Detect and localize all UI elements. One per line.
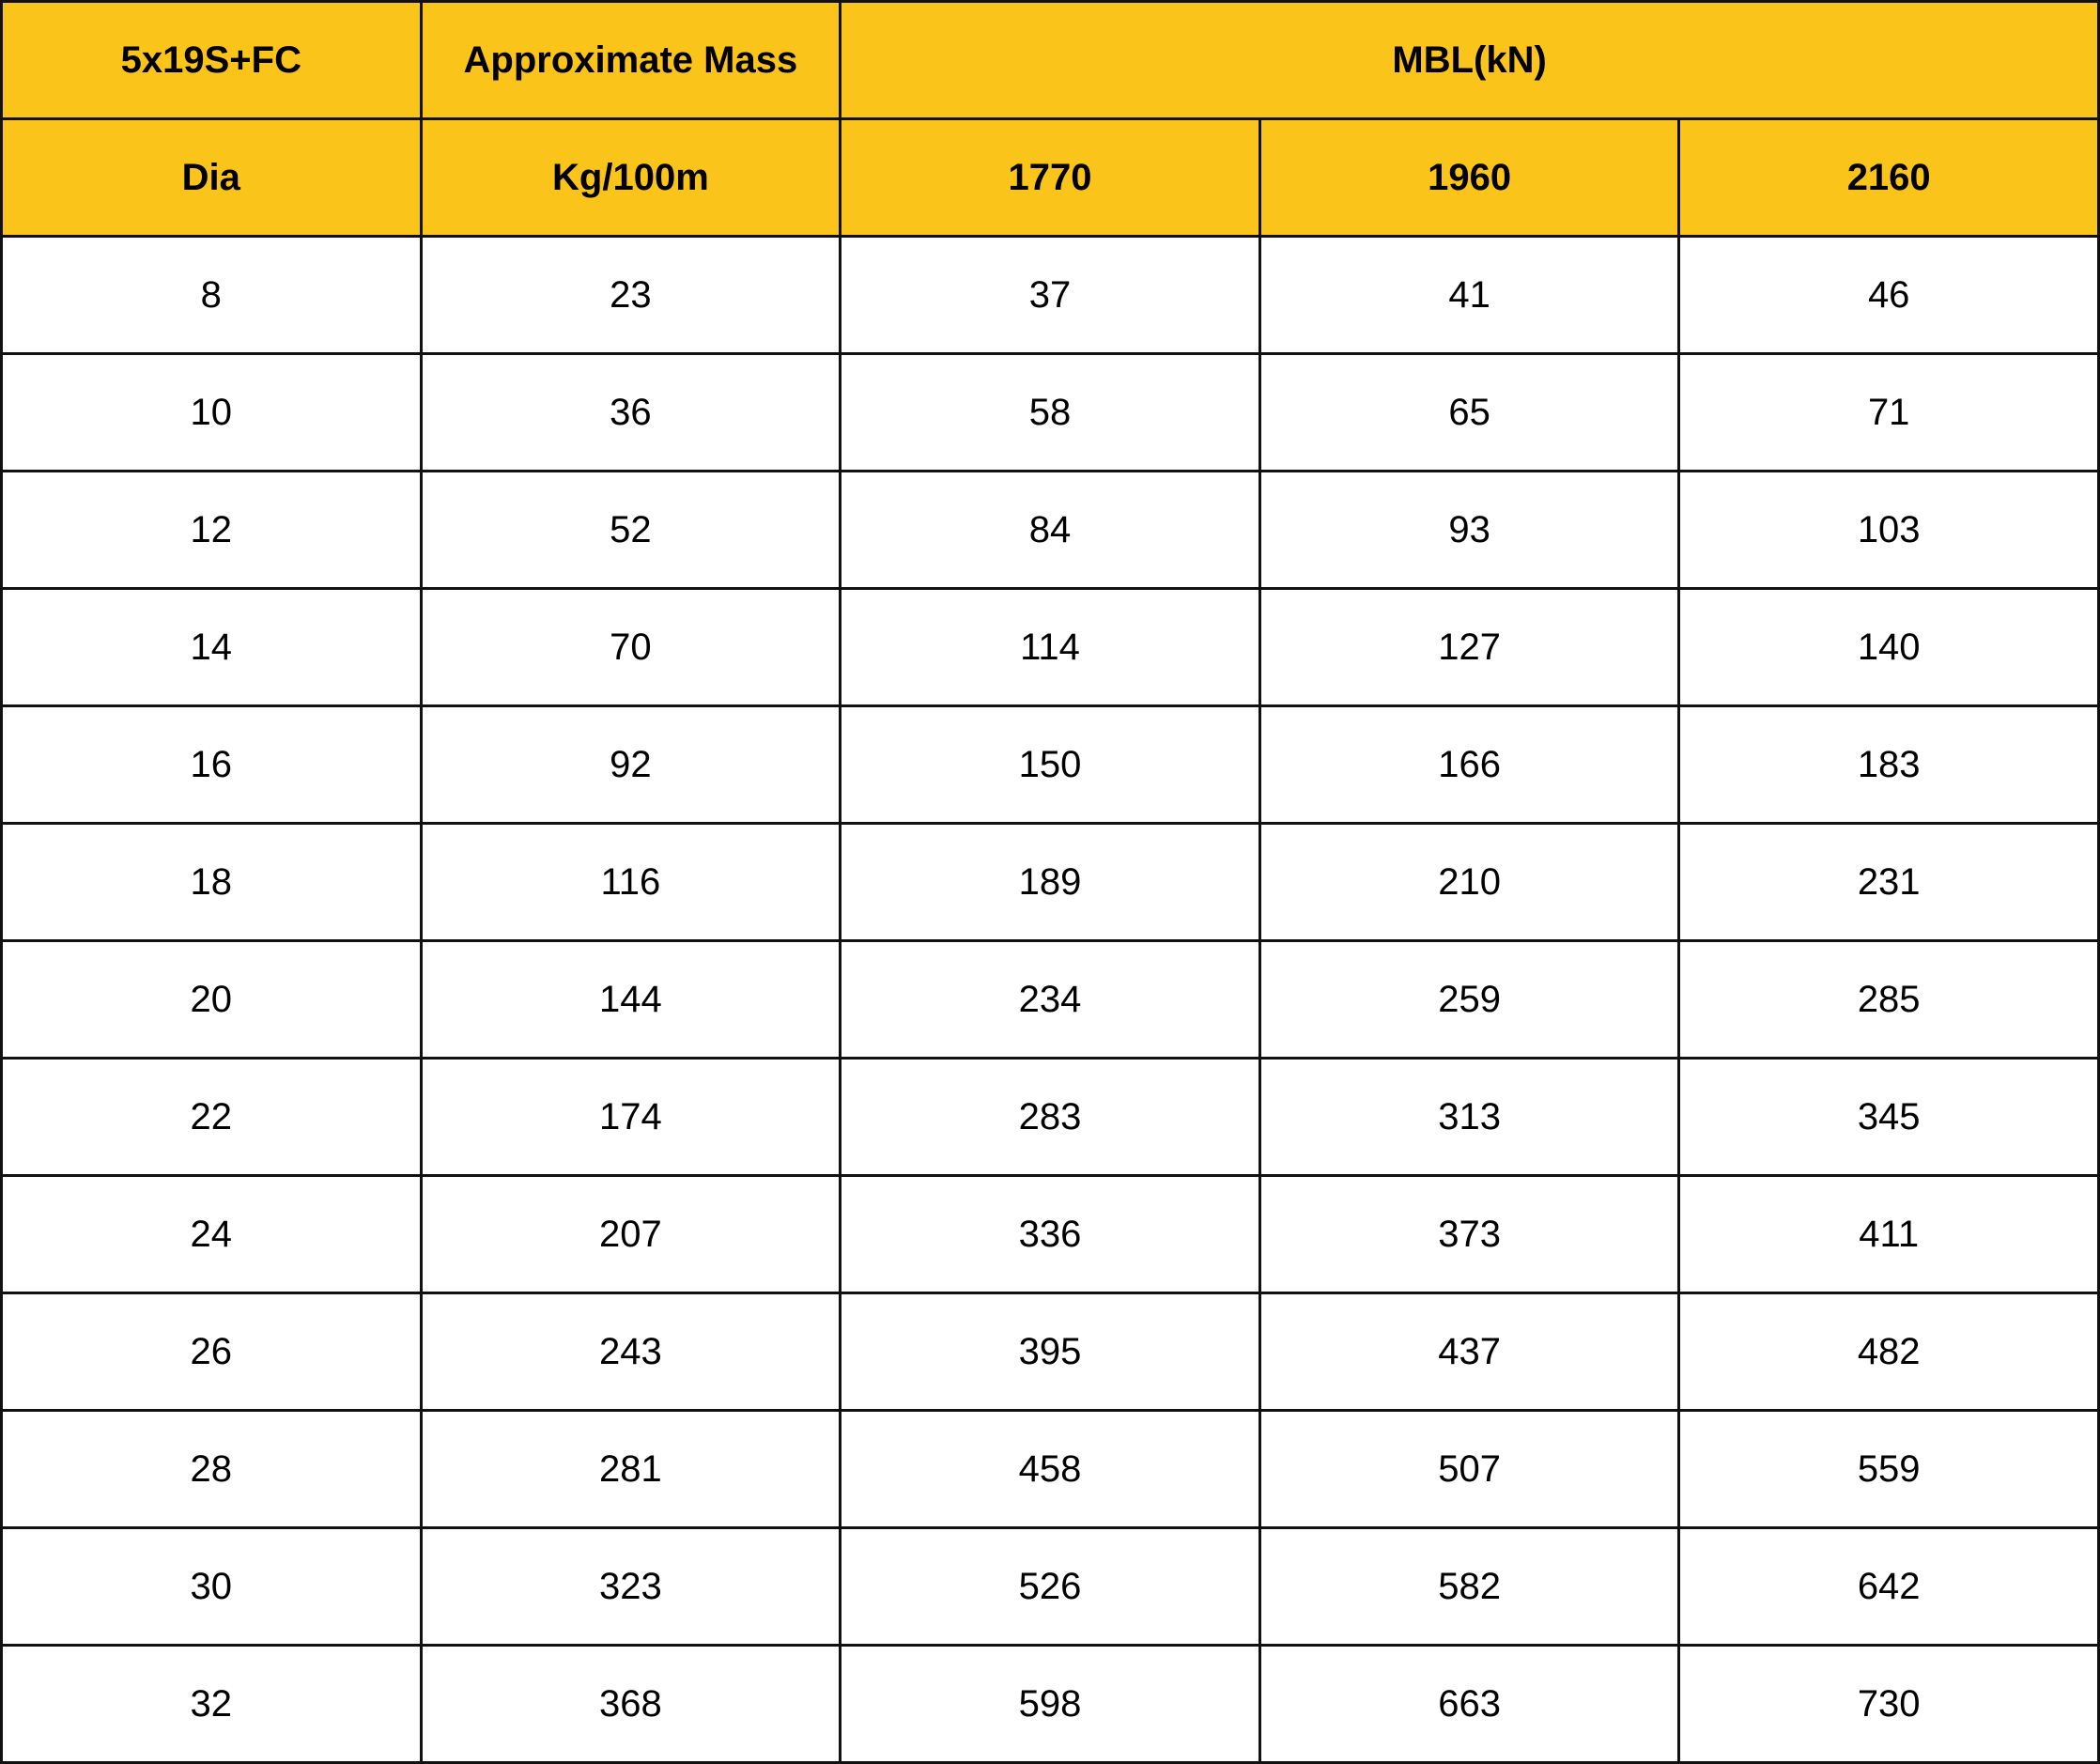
cell-mbl-1770: 37 [839,235,1261,355]
cell-mbl-1960: 166 [1258,704,1681,825]
cell-mbl-1770: 395 [839,1292,1261,1412]
cell-mbl-2160: 231 [1677,822,2100,942]
cell-mbl-1960: 210 [1258,822,1681,942]
cell-mbl-1770: 336 [839,1174,1261,1294]
cell-dia: 30 [0,1526,423,1647]
cell-mbl-1770: 283 [839,1057,1261,1177]
cell-mbl-2160: 730 [1677,1644,2100,1764]
table-row: 18 116 189 210 231 [0,822,2100,942]
cell-mbl-2160: 411 [1677,1174,2100,1294]
cell-mbl-2160: 183 [1677,704,2100,825]
cell-dia: 24 [0,1174,423,1294]
cell-mbl-1960: 507 [1258,1409,1681,1529]
table-row: 32 368 598 663 730 [0,1644,2100,1764]
cell-dia: 32 [0,1644,423,1764]
table-row: 24 207 336 373 411 [0,1174,2100,1294]
cell-mbl-1770: 458 [839,1409,1261,1529]
cell-mass: 70 [419,587,842,707]
cell-dia: 22 [0,1057,423,1177]
table-row: 10 36 58 65 71 [0,352,2100,472]
cell-mbl-2160: 285 [1677,939,2100,1060]
cell-mbl-1960: 41 [1258,235,1681,355]
cell-mbl-1770: 114 [839,587,1261,707]
cell-mbl-2160: 482 [1677,1292,2100,1412]
cell-mass: 281 [419,1409,842,1529]
cell-dia: 26 [0,1292,423,1412]
cell-mass: 144 [419,939,842,1060]
table-body: 8 23 37 41 46 10 36 58 65 71 12 52 84 93 103 14 70 114 127… [0,235,2100,1764]
cell-dia: 16 [0,704,423,825]
cell-mass: 23 [419,235,842,355]
table-row: 30 323 526 582 642 [0,1526,2100,1647]
cell-dia: 10 [0,352,423,472]
cell-mbl-1960: 313 [1258,1057,1681,1177]
header-grade-1960: 1960 [1258,117,1681,238]
cell-mass: 36 [419,352,842,472]
cell-mbl-1770: 150 [839,704,1261,825]
cell-mbl-2160: 140 [1677,587,2100,707]
cell-mbl-1770: 526 [839,1526,1261,1647]
cell-mbl-2160: 345 [1677,1057,2100,1177]
cell-mbl-1960: 65 [1258,352,1681,472]
cell-mass: 116 [419,822,842,942]
cell-dia: 12 [0,470,423,590]
cell-mbl-1960: 373 [1258,1174,1681,1294]
table-row: 22 174 283 313 345 [0,1057,2100,1177]
cell-mbl-1960: 259 [1258,939,1681,1060]
header-approx-mass: Approximate Mass [419,0,842,120]
header-rope-type: 5x19S+FC [0,0,423,120]
cell-mbl-1770: 58 [839,352,1261,472]
cell-mass: 52 [419,470,842,590]
cell-mass: 207 [419,1174,842,1294]
header-grade-1770: 1770 [839,117,1261,238]
table-row: 20 144 234 259 285 [0,939,2100,1060]
header-mbl: MBL(kN) [839,0,2100,120]
cell-mbl-1960: 437 [1258,1292,1681,1412]
table-row: 28 281 458 507 559 [0,1409,2100,1529]
table-row: 8 23 37 41 46 [0,235,2100,355]
cell-mbl-1960: 93 [1258,470,1681,590]
cell-mbl-1770: 84 [839,470,1261,590]
header-grade-2160: 2160 [1677,117,2100,238]
table-row: 16 92 150 166 183 [0,704,2100,825]
cell-mass: 174 [419,1057,842,1177]
header-row-2: Dia Kg/100m 1770 1960 2160 [0,117,2100,238]
cell-mbl-2160: 642 [1677,1526,2100,1647]
cell-dia: 18 [0,822,423,942]
cell-mbl-1770: 598 [839,1644,1261,1764]
cell-dia: 14 [0,587,423,707]
cell-mass: 323 [419,1526,842,1647]
cell-dia: 28 [0,1409,423,1529]
header-mass-unit: Kg/100m [419,117,842,238]
table-row: 12 52 84 93 103 [0,470,2100,590]
cell-mbl-2160: 103 [1677,470,2100,590]
header-row-1: 5x19S+FC Approximate Mass MBL(kN) [0,0,2100,120]
cell-mass: 243 [419,1292,842,1412]
cell-dia: 20 [0,939,423,1060]
cell-mbl-1770: 234 [839,939,1261,1060]
cell-mbl-2160: 46 [1677,235,2100,355]
table-row: 14 70 114 127 140 [0,587,2100,707]
cell-mbl-2160: 71 [1677,352,2100,472]
header-dia: Dia [0,117,423,238]
cell-mbl-1960: 663 [1258,1644,1681,1764]
table-row: 26 243 395 437 482 [0,1292,2100,1412]
cell-dia: 8 [0,235,423,355]
cell-mbl-2160: 559 [1677,1409,2100,1529]
cell-mass: 92 [419,704,842,825]
cell-mbl-1770: 189 [839,822,1261,942]
cell-mbl-1960: 127 [1258,587,1681,707]
cell-mass: 368 [419,1644,842,1764]
cell-mbl-1960: 582 [1258,1526,1681,1647]
